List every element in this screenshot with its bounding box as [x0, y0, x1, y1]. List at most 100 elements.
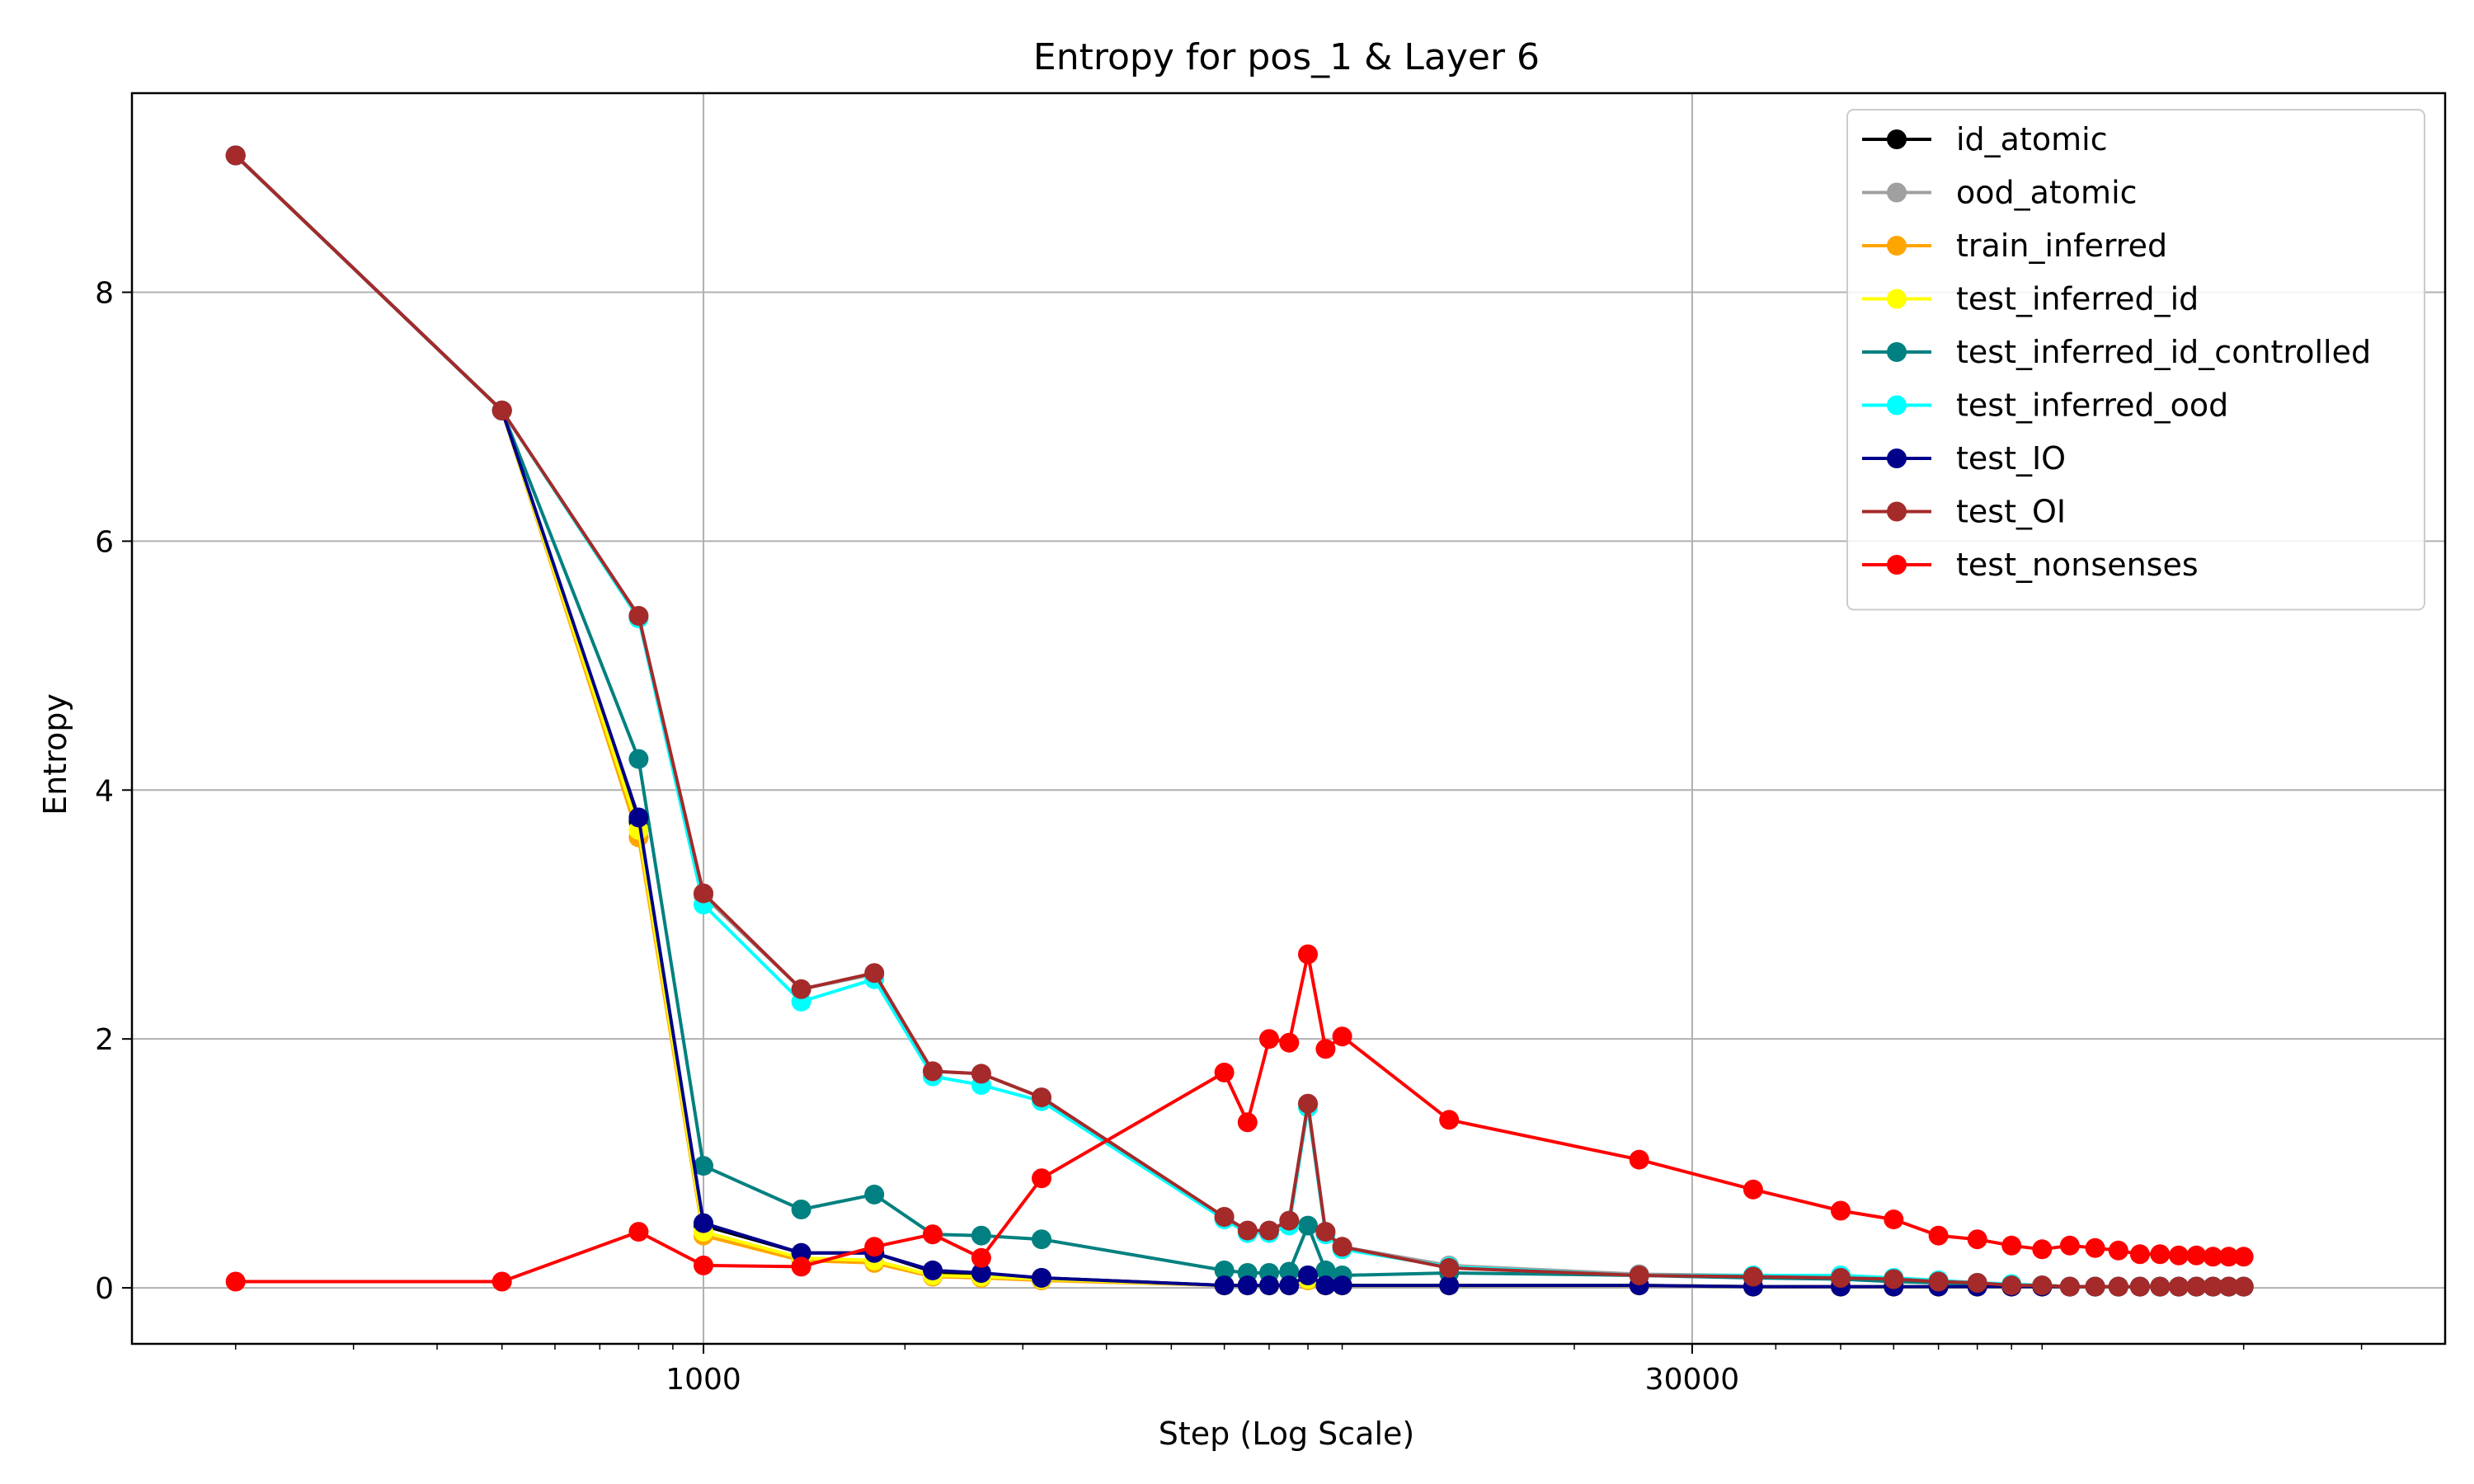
data-point: [2203, 1276, 2223, 1297]
data-point: [1259, 1220, 1279, 1241]
legend-marker: [1887, 342, 1907, 362]
data-point: [1237, 1275, 1258, 1296]
data-point: [1279, 1032, 1300, 1053]
data-point: [1332, 1237, 1352, 1257]
data-point: [2085, 1237, 2105, 1258]
legend-box: [1846, 109, 2425, 611]
data-point: [2169, 1245, 2189, 1266]
data-point: [1032, 1087, 1051, 1108]
y-tick-label: 6: [95, 525, 114, 559]
legend-marker: [1887, 555, 1907, 575]
data-point: [2150, 1276, 2171, 1297]
legend-label: test_OI: [1956, 494, 2066, 530]
data-point: [1439, 1257, 1460, 1278]
data-point: [2032, 1275, 2053, 1296]
data-point: [971, 1263, 991, 1283]
legend-label: train_inferred: [1956, 228, 2167, 264]
legend-label: test_inferred_id: [1956, 281, 2199, 317]
data-point: [2186, 1276, 2207, 1297]
data-point: [628, 1222, 649, 1242]
legend-item: test_nonsenses: [1862, 547, 2199, 583]
legend-label: test_inferred_ood: [1956, 387, 2228, 424]
data-point: [1032, 1268, 1051, 1288]
data-point: [492, 400, 512, 420]
legend-item: test_inferred_ood: [1862, 387, 2228, 424]
legend-marker: [1887, 501, 1907, 522]
data-point: [1831, 1200, 1851, 1221]
x-tick-label: 30000: [1645, 1363, 1740, 1397]
data-point: [864, 963, 885, 984]
data-point: [1315, 1260, 1336, 1280]
data-point: [2186, 1245, 2207, 1266]
legend-label: test_inferred_id_controlled: [1956, 334, 2371, 370]
data-point: [2218, 1276, 2239, 1297]
legend-item: id_atomic: [1862, 121, 2108, 157]
data-point: [1439, 1275, 1460, 1296]
data-point: [2129, 1276, 2150, 1297]
data-point: [971, 1064, 991, 1084]
data-point: [1439, 1110, 1460, 1130]
legend-item: train_inferred: [1862, 228, 2167, 264]
legend-marker: [1887, 182, 1907, 203]
data-point: [694, 1255, 713, 1275]
data-point: [1315, 1039, 1336, 1059]
legend-label: test_IO: [1956, 440, 2066, 477]
legend-label: test_nonsenses: [1956, 547, 2199, 583]
data-point: [1315, 1275, 1336, 1296]
data-point: [1279, 1275, 1300, 1296]
legend-label: ood_atomic: [1956, 175, 2138, 211]
data-point: [1214, 1207, 1235, 1227]
data-point: [2218, 1247, 2239, 1267]
data-point: [2001, 1275, 2022, 1296]
data-point: [923, 1061, 943, 1082]
data-point: [2032, 1239, 2053, 1260]
data-point: [694, 883, 713, 904]
data-point: [628, 807, 649, 828]
series-test_nonsenses: [225, 944, 2254, 1292]
data-point: [2108, 1240, 2128, 1261]
data-point: [1279, 1261, 1300, 1282]
data-point: [2233, 1247, 2254, 1267]
data-point: [1629, 1266, 1649, 1285]
data-point: [2059, 1276, 2080, 1297]
data-point: [791, 979, 811, 999]
data-point: [628, 749, 649, 769]
data-point: [1332, 1026, 1352, 1047]
data-point: [1279, 1210, 1300, 1231]
data-point: [791, 1200, 811, 1219]
legend-marker: [1887, 289, 1907, 309]
data-point: [864, 1237, 885, 1257]
data-point: [791, 1256, 811, 1277]
data-point: [1298, 1215, 1318, 1236]
chart-title: Entropy for pos_1 & Layer 6: [1033, 36, 1540, 78]
data-point: [1967, 1273, 1987, 1293]
legend-marker: [1887, 395, 1907, 416]
data-point: [1928, 1225, 1949, 1246]
data-point: [1237, 1220, 1258, 1241]
data-point: [2233, 1276, 2254, 1297]
data-point: [2129, 1244, 2150, 1265]
axes: 1000 30000 0 2 4 6 8: [95, 277, 2363, 1397]
legend-item: ood_atomic: [1862, 175, 2138, 211]
data-point: [1032, 1229, 1051, 1250]
data-point: [1884, 1269, 1904, 1289]
data-point: [1743, 1179, 1763, 1200]
data-point: [1032, 1168, 1051, 1189]
legend: id_atomic ood_atomic train_inferred test_in…: [1846, 109, 2425, 611]
legend-label: id_atomic: [1956, 121, 2108, 157]
data-point: [2085, 1276, 2105, 1297]
data-point: [628, 606, 649, 626]
data-point: [1298, 1266, 1318, 1285]
legend-item: test_OI: [1862, 494, 2066, 530]
legend-marker: [1887, 129, 1907, 149]
data-point: [2001, 1235, 2022, 1256]
data-point: [971, 1247, 991, 1268]
data-point: [1743, 1266, 1763, 1287]
data-point: [1214, 1275, 1235, 1296]
x-tick-label: 1000: [666, 1363, 741, 1397]
data-point: [2108, 1276, 2128, 1297]
data-point: [694, 1156, 713, 1176]
data-point: [1928, 1271, 1949, 1292]
